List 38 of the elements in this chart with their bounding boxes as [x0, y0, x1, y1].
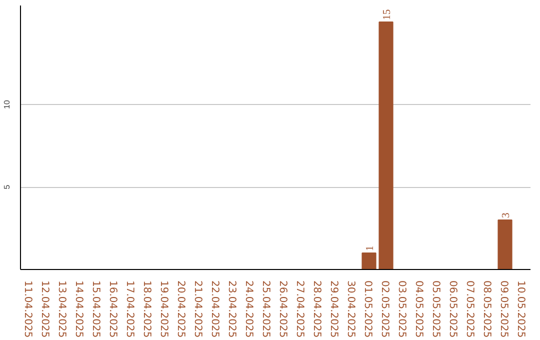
x-tick-label: 27.04.2025	[294, 280, 305, 338]
x-tick-label: 13.04.2025	[56, 280, 67, 338]
bar	[498, 220, 512, 270]
x-tick-label: 11.04.2025	[22, 280, 33, 338]
x-tick-label: 01.05.2025	[362, 280, 373, 338]
x-tick-label: 14.04.2025	[73, 280, 84, 338]
y-tick-label: 10	[2, 100, 12, 109]
x-tick-label: 26.04.2025	[277, 280, 288, 338]
x-tick-label: 03.05.2025	[396, 280, 407, 338]
x-tick-label: 20.04.2025	[175, 280, 186, 338]
x-tick-label: 24.04.2025	[243, 280, 254, 338]
data-label: 1	[365, 246, 376, 251]
x-tick-label: 28.04.2025	[311, 280, 322, 338]
x-tick-label: 16.04.2025	[107, 280, 118, 338]
x-tick-label: 09.05.2025	[498, 280, 509, 338]
x-tick-label: 08.05.2025	[481, 280, 492, 338]
x-tick-label: 07.05.2025	[464, 280, 475, 338]
x-tick-label: 25.04.2025	[260, 280, 271, 338]
x-tick-label: 10.05.2025	[515, 280, 526, 338]
bar	[378, 22, 394, 270]
data-label: 15	[382, 9, 393, 20]
x-tick-label: 06.05.2025	[447, 280, 458, 338]
y-tick-label: 5	[2, 184, 12, 190]
x-tick-label: 05.05.2025	[430, 280, 441, 338]
x-tick-label: 22.04.2025	[209, 280, 220, 338]
x-tick-label: 12.04.2025	[39, 280, 50, 338]
x-tick-label: 19.04.2025	[158, 280, 169, 338]
x-tick-label: 15.04.2025	[90, 280, 101, 338]
x-tick-label: 21.04.2025	[192, 280, 203, 338]
data-label: 3	[501, 212, 512, 218]
x-tick-label: 04.05.2025	[413, 280, 424, 338]
x-tick-label: 02.05.2025	[379, 280, 390, 338]
x-tick-label: 17.04.2025	[124, 280, 135, 338]
bar	[362, 252, 376, 270]
x-tick-label: 18.04.2025	[141, 280, 152, 338]
x-tick-label: 23.04.2025	[226, 280, 237, 338]
x-tick-label: 30.04.2025	[345, 280, 356, 338]
x-tick-label: 29.04.2025	[328, 280, 339, 338]
